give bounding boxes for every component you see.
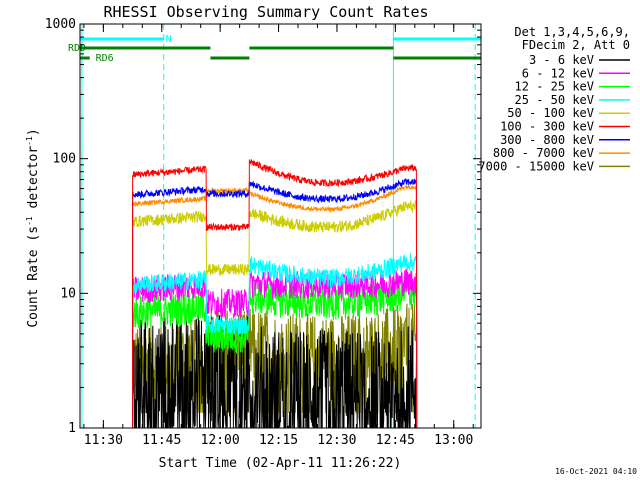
x-tick-label-6: 13:00 (434, 433, 473, 448)
legend-header-line-1: Det 1,3,4,5,6,9, (514, 25, 630, 39)
legend-label-6: 100 - 300 keV (500, 120, 594, 134)
x-tick-label-3: 12:15 (259, 433, 298, 448)
plot-frame (79, 23, 482, 429)
x-tick-label-2: 12:00 (201, 433, 240, 448)
series-trace-1 (132, 313, 418, 428)
legend-header-line-2: FDecim 2, Att 0 (522, 38, 630, 52)
x-tick-label-1: 11:45 (142, 433, 181, 448)
legend-label-1: 3 - 6 keV (529, 53, 594, 67)
timestamp: 16-Oct-2021 04:10 (555, 467, 637, 476)
series-trace-5 (132, 199, 418, 428)
series-trace-4 (132, 253, 418, 428)
y-axis-label-main: Count Rate (s (26, 226, 41, 328)
flag-label-rd6: RD6 (96, 53, 114, 64)
legend-label-5: 50 - 100 keV (507, 106, 594, 120)
flag-label-n: N (166, 34, 172, 45)
y-axis-label-end: ) (26, 128, 41, 136)
series-trace-7 (132, 178, 418, 428)
y-tick-label-3: 1000 (45, 17, 76, 32)
y-axis-label-sup1: -1 (25, 216, 34, 226)
legend-label-9: 7000 - 15000 keV (478, 159, 594, 173)
legend-label-2: 6 - 12 keV (522, 66, 594, 80)
x-axis: 11:30 11:45 12:00 12:15 12:30 12:45 13:00 (83, 24, 474, 448)
y-tick-label-0: 1 (68, 421, 76, 436)
legend: Det 1,3,4,5,6,9, FDecim 2, Att 0 3 - 6 k… (478, 25, 630, 173)
x-axis-label: Start Time (02-Apr-11 11:26:22) (159, 456, 402, 471)
x-tick-label-4: 12:30 (317, 433, 356, 448)
y-axis-label: Count Rate (s-1 detector-1) (25, 128, 41, 327)
chart-title: RHESSI Observing Summary Count Rates (103, 3, 428, 21)
series-trace-2 (132, 268, 418, 428)
x-tick-label-5: 12:45 (376, 433, 415, 448)
y-axis-label-mid: detector (26, 146, 41, 217)
y-axis-label-sup2: -1 (25, 136, 34, 146)
y-tick-label-2: 100 (53, 152, 76, 167)
plot-inner (80, 24, 481, 428)
flag-label-rdd: RDD (68, 43, 86, 54)
series-trace-8 (132, 184, 418, 428)
legend-label-3: 12 - 25 keV (515, 80, 594, 94)
legend-label-4: 25 - 50 keV (515, 93, 594, 107)
legend-label-7: 300 - 800 keV (500, 133, 594, 147)
plot-area: N RDD RD6 (68, 23, 482, 429)
legend-label-8: 800 - 7000 keV (493, 146, 594, 160)
y-axis: 1 10 100 1000 (45, 17, 481, 436)
y-tick-label-1: 10 (60, 286, 76, 301)
series-trace-6 (132, 159, 418, 428)
x-tick-label-0: 11:30 (84, 433, 123, 448)
